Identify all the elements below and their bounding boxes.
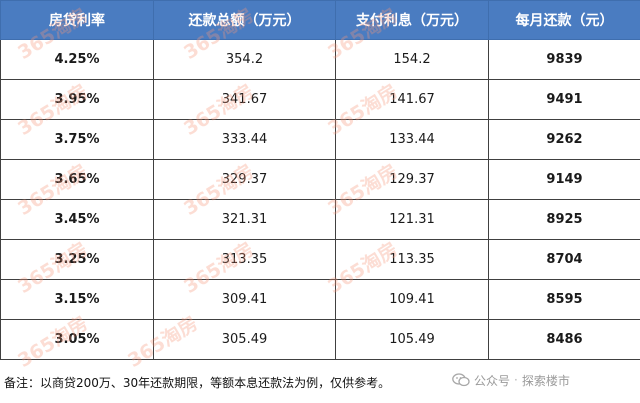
cell-total: 333.44	[153, 119, 336, 160]
cell-total: 313.35	[153, 239, 336, 280]
table-row: 3.05% 305.49 105.49 8486	[0, 319, 640, 360]
cell-total: 305.49	[153, 319, 336, 360]
cell-rate: 3.95%	[0, 79, 154, 120]
wechat-icon	[452, 373, 470, 387]
cell-interest: 109.41	[335, 279, 489, 320]
mortgage-rate-table: 房贷利率 还款总额（万元） 支付利息（万元） 每月还款（元） 4.25% 354…	[0, 0, 640, 360]
cell-monthly: 9839	[488, 39, 640, 80]
cell-rate: 3.15%	[0, 279, 154, 320]
brand-name: 探索楼市	[521, 373, 570, 388]
table-row: 3.15% 309.41 109.41 8595	[0, 279, 640, 320]
brand-account-label: 公众号	[474, 373, 511, 388]
cell-total: 309.41	[153, 279, 336, 320]
cell-interest: 121.31	[335, 199, 489, 240]
table-row: 4.25% 354.2 154.2 9839	[0, 39, 640, 80]
footnote: 备注：以商贷200万、30年还款期限，等额本息还款法为例，仅供参考。	[4, 376, 391, 390]
cell-total: 354.2	[153, 39, 336, 80]
cell-total: 329.37	[153, 159, 336, 200]
table-row: 3.75% 333.44 133.44 9262	[0, 119, 640, 160]
cell-rate: 3.05%	[0, 319, 154, 360]
wechat-brand: 公众号 · 探索楼市	[452, 369, 570, 391]
table-row: 3.95% 341.67 141.67 9491	[0, 79, 640, 120]
table-row: 3.25% 313.35 113.35 8704	[0, 239, 640, 280]
cell-monthly: 9262	[488, 119, 640, 160]
cell-interest: 113.35	[335, 239, 489, 280]
cell-total: 321.31	[153, 199, 336, 240]
cell-monthly: 8595	[488, 279, 640, 320]
table-row: 3.65% 329.37 129.37 9149	[0, 159, 640, 200]
header-interest-paid: 支付利息（万元）	[335, 0, 489, 40]
cell-interest: 105.49	[335, 319, 489, 360]
table-header-row: 房贷利率 还款总额（万元） 支付利息（万元） 每月还款（元）	[0, 0, 640, 40]
cell-rate: 3.25%	[0, 239, 154, 280]
cell-monthly: 8704	[488, 239, 640, 280]
cell-rate: 3.65%	[0, 159, 154, 200]
cell-monthly: 9491	[488, 79, 640, 120]
cell-interest: 154.2	[335, 39, 489, 80]
header-rate: 房贷利率	[0, 0, 154, 40]
cell-monthly: 9149	[488, 159, 640, 200]
brand-separator: ·	[514, 373, 518, 387]
cell-interest: 141.67	[335, 79, 489, 120]
cell-rate: 3.45%	[0, 199, 154, 240]
header-total-repayment: 还款总额（万元）	[153, 0, 336, 40]
cell-total: 341.67	[153, 79, 336, 120]
cell-interest: 133.44	[335, 119, 489, 160]
table-row: 3.45% 321.31 121.31 8925	[0, 199, 640, 240]
cell-rate: 4.25%	[0, 39, 154, 80]
cell-monthly: 8925	[488, 199, 640, 240]
cell-monthly: 8486	[488, 319, 640, 360]
cell-interest: 129.37	[335, 159, 489, 200]
header-monthly-payment: 每月还款（元）	[488, 0, 640, 40]
cell-rate: 3.75%	[0, 119, 154, 160]
